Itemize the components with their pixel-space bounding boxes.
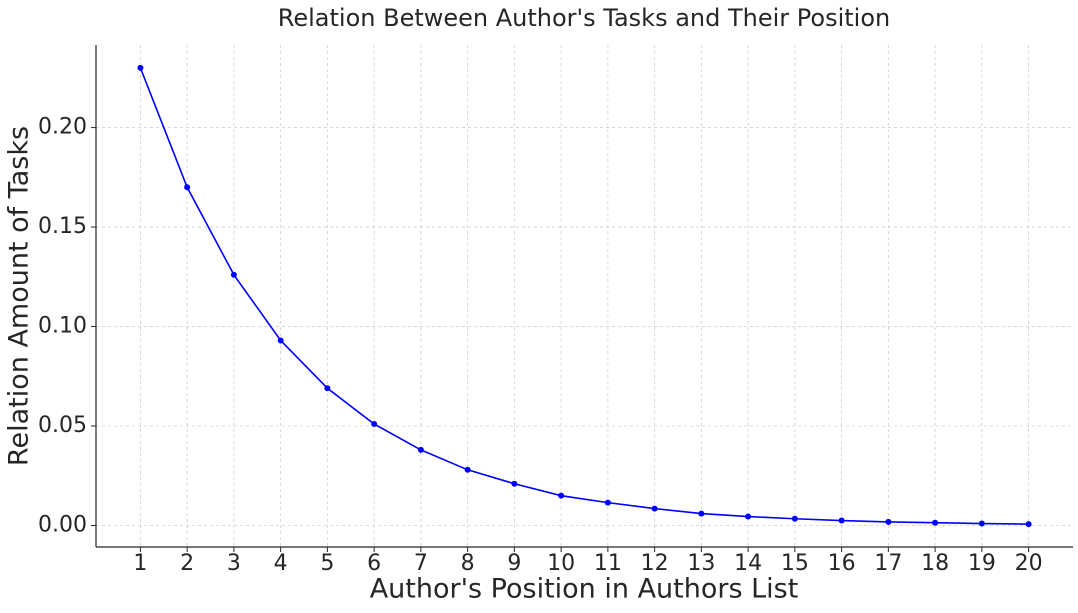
data-point [1025,521,1032,528]
x-tick-label: 14 [734,551,762,576]
data-point [885,518,892,525]
x-tick-label: 9 [507,551,521,576]
chart-title: Relation Between Author's Tasks and Thei… [278,4,890,32]
x-tick-label: 13 [687,551,715,576]
data-point [745,513,752,520]
x-axis-label: Author's Position in Authors List [370,574,799,605]
data-line [139,67,1029,525]
data-point [324,385,331,392]
y-tick-label: 0.00 [38,513,87,538]
y-axis-label: Relation Amount of Tasks [4,126,35,466]
y-tick-label: 0.20 [38,115,87,140]
data-point [651,505,658,512]
x-tick-label: 17 [874,551,902,576]
y-tick-label: 0.10 [38,314,87,339]
data-point [511,480,518,487]
x-tick-label: 1 [133,551,147,576]
data-point [698,510,705,517]
data-point [137,64,144,71]
data-point [978,520,985,527]
data-point [277,337,284,344]
x-tick-label: 3 [227,551,241,576]
data-point [417,446,424,453]
data-point [464,466,471,473]
y-tick-label: 0.15 [38,214,87,239]
x-tick-label: 16 [828,551,856,576]
data-point [932,519,939,526]
x-tick-label: 6 [367,551,381,576]
data-point [838,517,845,524]
x-tick-label: 19 [968,551,996,576]
x-tick-label: 20 [1015,551,1043,576]
data-point [791,515,798,522]
x-tick-label: 5 [320,551,334,576]
x-tick-label: 2 [180,551,194,576]
data-point [604,499,611,506]
x-tick-label: 18 [921,551,949,576]
data-point [184,184,191,191]
x-tick-label: 15 [781,551,809,576]
x-tick-label: 8 [461,551,475,576]
x-tick-label: 12 [641,551,669,576]
x-tick-label: 4 [274,551,288,576]
x-tick-label: 10 [547,551,575,576]
x-tick-label: 11 [594,551,622,576]
x-tick-label: 7 [414,551,428,576]
data-point [371,421,378,428]
data-point [230,271,237,278]
data-point [558,492,565,499]
y-tick-label: 0.05 [38,413,87,438]
